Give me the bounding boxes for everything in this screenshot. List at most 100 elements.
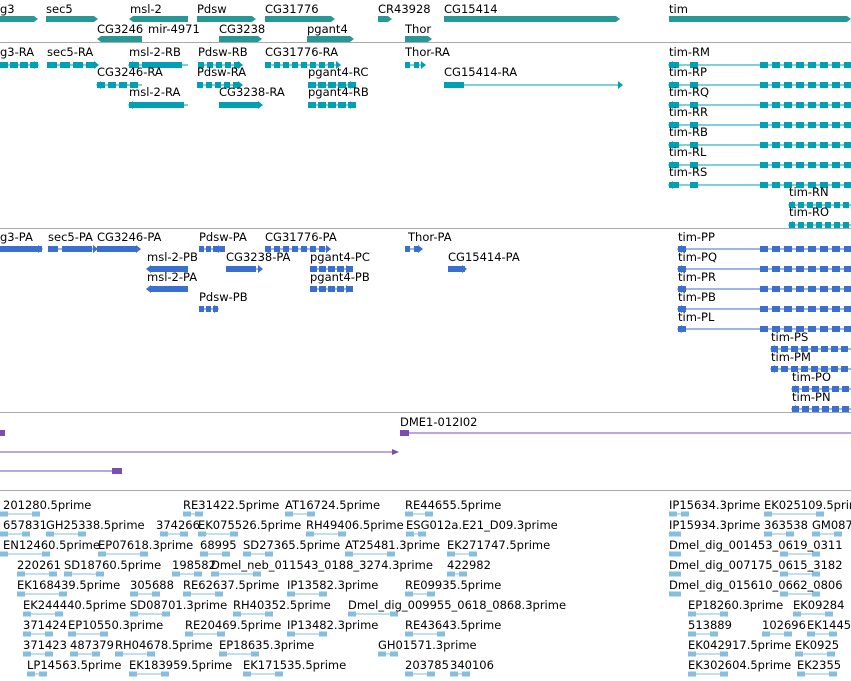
transcript-strand[interactable] (336, 61, 341, 69)
transcript-label[interactable]: pgant4-RB (308, 85, 369, 99)
transcript-strand[interactable] (668, 121, 673, 129)
est-glyph[interactable] (32, 511, 40, 517)
transcript-exon[interactable] (784, 162, 792, 168)
est-glyph[interactable] (827, 651, 835, 657)
est-glyph[interactable] (285, 511, 293, 517)
protein-strand[interactable] (462, 265, 467, 273)
protein-exon[interactable] (821, 346, 828, 352)
est-glyph[interactable] (764, 531, 772, 537)
est-glyph[interactable] (23, 611, 31, 617)
est-glyph[interactable] (390, 651, 398, 657)
transcript-exon[interactable] (832, 82, 840, 88)
protein-strand[interactable] (791, 385, 796, 393)
est-glyph[interactable] (793, 611, 801, 617)
protein-exon[interactable] (796, 286, 804, 292)
est-label[interactable]: SD27365.5prime (243, 538, 341, 552)
transcript-exon[interactable] (832, 162, 840, 168)
est-glyph[interactable] (688, 611, 696, 617)
protein-strand[interactable] (677, 305, 682, 313)
protein-exon[interactable] (821, 366, 828, 372)
protein-exon[interactable] (822, 406, 829, 412)
clone-glyph[interactable] (392, 449, 399, 455)
transcript-exon[interactable] (796, 62, 804, 68)
est-glyph[interactable] (405, 671, 413, 677)
protein-exon[interactable] (328, 286, 335, 292)
transcript-exon[interactable] (60, 62, 70, 68)
protein-exon[interactable] (808, 326, 816, 332)
transcript-strand[interactable] (668, 81, 673, 89)
protein-exon[interactable] (832, 306, 840, 312)
est-glyph[interactable] (673, 531, 681, 537)
est-glyph[interactable] (115, 651, 123, 657)
est-glyph[interactable] (17, 591, 25, 597)
protein-strand[interactable] (770, 365, 775, 373)
est-glyph[interactable] (219, 651, 227, 657)
est-label[interactable]: Dmel_dig_009955_0618_0868.3prime (348, 598, 567, 612)
protein-exon[interactable] (811, 346, 818, 352)
est-label[interactable]: RE09935.5prime (405, 578, 502, 592)
est-label[interactable]: RE20469.5prime (185, 618, 282, 632)
est-glyph[interactable] (427, 591, 435, 597)
protein-label[interactable]: pgant4-PB (310, 270, 370, 284)
transcript-strand[interactable] (238, 61, 243, 69)
protein-exon[interactable] (791, 366, 798, 372)
protein-exon[interactable] (820, 306, 828, 312)
protein-exon[interactable] (802, 386, 809, 392)
gene-glyph[interactable] (46, 16, 98, 22)
est-label[interactable]: 371423 (23, 638, 67, 652)
transcript-exon[interactable] (820, 122, 828, 128)
est-label[interactable]: EP07618.3prime (98, 538, 194, 552)
transcript-exon[interactable] (820, 62, 828, 68)
est-glyph[interactable] (812, 531, 820, 537)
transcript-exon[interactable] (796, 182, 804, 188)
gene-label[interactable]: CG3246 (97, 22, 144, 36)
gene-glyph[interactable] (0, 16, 38, 22)
protein-exon[interactable] (832, 386, 839, 392)
est-label[interactable]: 220261 (17, 558, 61, 572)
est-label[interactable]: AT16724.5prime (285, 498, 381, 512)
est-glyph[interactable] (681, 511, 689, 517)
protein-exon[interactable] (319, 286, 326, 292)
est-label[interactable]: EP10550.3prime (68, 618, 164, 632)
est-glyph[interactable] (49, 571, 57, 577)
est-glyph[interactable] (387, 551, 395, 557)
protein-label[interactable]: pgant4-PC (310, 250, 370, 264)
est-glyph[interactable] (96, 571, 104, 577)
est-glyph[interactable] (450, 671, 458, 677)
transcript-label[interactable]: tim-RM (669, 45, 710, 59)
protein-exon[interactable] (808, 266, 816, 272)
est-glyph[interactable] (673, 551, 681, 557)
protein-exon[interactable] (274, 246, 280, 252)
est-glyph[interactable] (233, 611, 241, 617)
est-glyph[interactable] (265, 551, 273, 557)
protein-exon[interactable] (796, 246, 804, 252)
transcript-exon[interactable] (119, 82, 127, 88)
est-glyph[interactable] (469, 551, 477, 557)
est-label[interactable]: GH01571.3prime (378, 638, 477, 652)
est-glyph[interactable] (265, 611, 273, 617)
est-glyph[interactable] (418, 531, 426, 537)
est-label[interactable]: RH04678.5prime (115, 638, 213, 652)
protein-label[interactable]: tim-PS (771, 330, 809, 344)
transcript-exon[interactable] (832, 62, 840, 68)
protein-exon[interactable] (820, 286, 828, 292)
gene-label[interactable]: CG3238 (219, 22, 266, 36)
protein-exon[interactable] (822, 386, 829, 392)
transcript-exon[interactable] (844, 142, 851, 148)
transcript-exon[interactable] (690, 82, 698, 88)
est-glyph[interactable] (720, 651, 728, 657)
transcript-exon[interactable] (233, 82, 239, 88)
protein-exon[interactable] (844, 266, 851, 272)
gene-glyph[interactable] (197, 16, 256, 22)
transcript-exon[interactable] (328, 82, 336, 88)
clone-label[interactable]: DME1-012I02 (400, 415, 478, 429)
est-label[interactable]: 201280.5prime (3, 498, 92, 512)
transcript-exon[interactable] (760, 62, 768, 68)
protein-exon[interactable] (784, 306, 792, 312)
transcript-exon[interactable] (784, 102, 792, 108)
est-glyph[interactable] (405, 631, 413, 637)
protein-exon[interactable] (97, 246, 137, 252)
gene-label[interactable]: g3 (0, 2, 15, 16)
protein-exon[interactable] (760, 246, 768, 252)
protein-exon[interactable] (820, 326, 828, 332)
